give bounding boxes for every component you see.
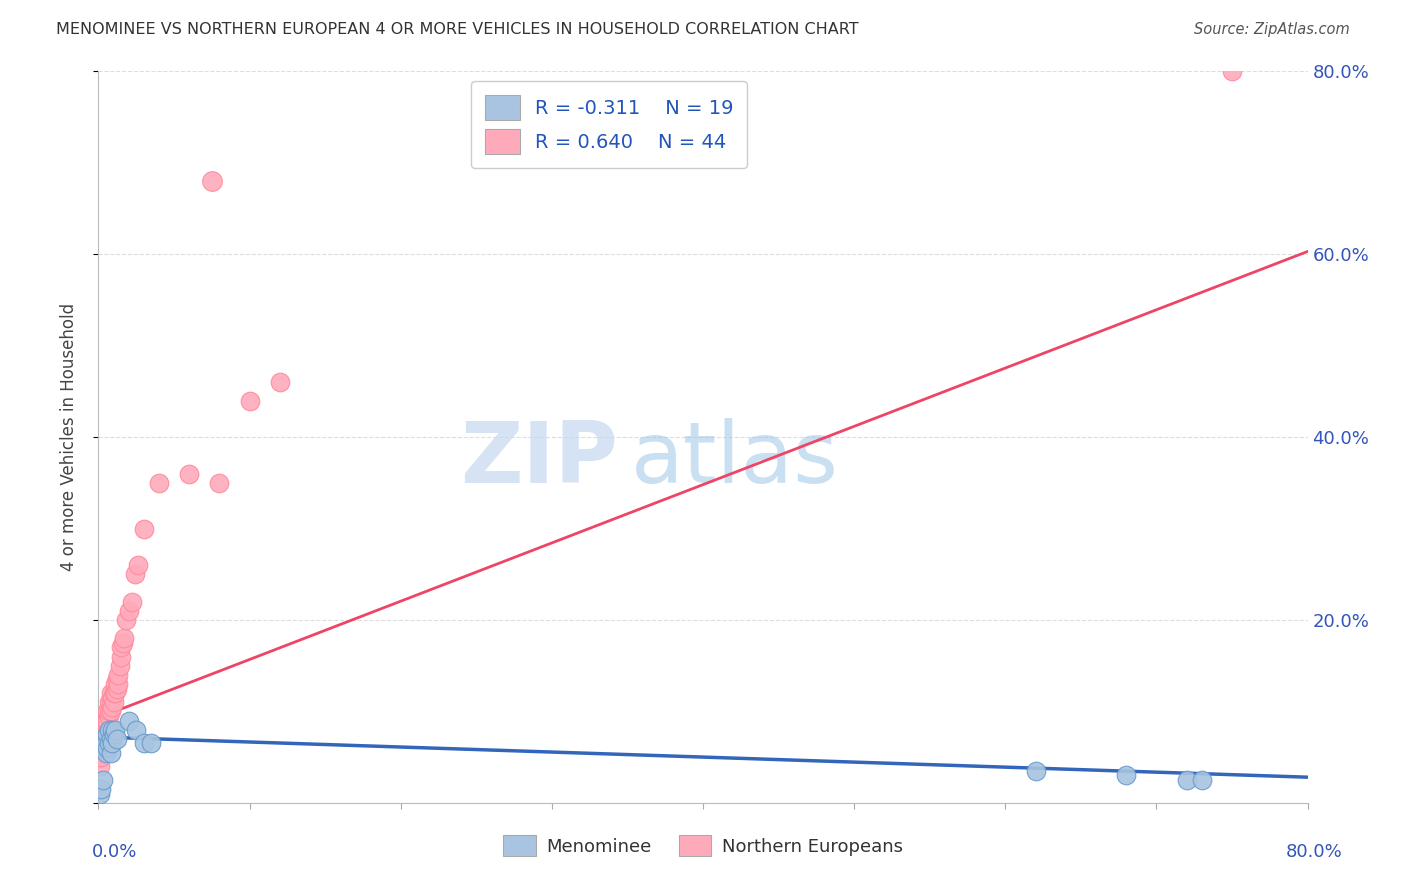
Point	[89, 787, 111, 801]
Point	[103, 727, 125, 741]
Point	[103, 695, 125, 709]
Point	[89, 759, 111, 773]
Text: ZIP: ZIP	[461, 417, 619, 500]
Point	[132, 736, 155, 750]
Point	[101, 723, 124, 737]
Point	[98, 736, 121, 750]
Point	[98, 723, 121, 737]
Point	[1191, 772, 1213, 787]
Point	[104, 723, 127, 737]
Point	[107, 667, 129, 681]
Point	[114, 613, 136, 627]
Point	[269, 375, 291, 389]
Point	[90, 782, 112, 797]
Point	[104, 677, 127, 691]
Point	[127, 558, 149, 573]
Legend: Menominee, Northern Europeans: Menominee, Northern Europeans	[492, 824, 914, 867]
Y-axis label: 4 or more Vehicles in Household: 4 or more Vehicles in Household	[59, 303, 77, 571]
Point	[100, 731, 122, 746]
Point	[208, 475, 231, 490]
Point	[93, 740, 115, 755]
Point	[1175, 772, 1198, 787]
Point	[112, 632, 135, 646]
Point	[91, 736, 114, 750]
Point	[124, 567, 146, 582]
Point	[90, 750, 112, 764]
Point	[96, 705, 118, 719]
Point	[96, 740, 118, 755]
Point	[94, 727, 117, 741]
Point	[107, 677, 129, 691]
Point	[111, 636, 134, 650]
Point	[96, 714, 118, 728]
Point	[1115, 768, 1137, 782]
Point	[100, 746, 122, 760]
Point	[100, 686, 122, 700]
Point	[100, 695, 122, 709]
Point	[132, 521, 155, 535]
Point	[121, 594, 143, 608]
Point	[141, 736, 163, 750]
Point	[100, 705, 122, 719]
Point	[96, 727, 118, 741]
Point	[105, 681, 128, 696]
Point	[91, 772, 114, 787]
Point	[105, 673, 128, 687]
Point	[98, 695, 121, 709]
Point	[94, 718, 117, 732]
Point	[179, 467, 201, 481]
Point	[148, 475, 170, 490]
Point	[118, 714, 141, 728]
Point	[105, 731, 128, 746]
Text: Source: ZipAtlas.com: Source: ZipAtlas.com	[1194, 22, 1350, 37]
Point	[93, 723, 115, 737]
Point	[91, 740, 114, 755]
Point	[98, 709, 121, 723]
Point	[104, 686, 127, 700]
Point	[101, 736, 124, 750]
Point	[118, 604, 141, 618]
Point	[125, 723, 148, 737]
Text: 80.0%: 80.0%	[1286, 843, 1343, 861]
Point	[94, 714, 117, 728]
Point	[1220, 64, 1243, 78]
Point	[103, 686, 125, 700]
Point	[101, 690, 124, 705]
Text: 0.0%: 0.0%	[91, 843, 136, 861]
Point	[110, 649, 132, 664]
Point	[1024, 764, 1046, 778]
Point	[93, 731, 115, 746]
Text: MENOMINEE VS NORTHERN EUROPEAN 4 OR MORE VEHICLES IN HOUSEHOLD CORRELATION CHART: MENOMINEE VS NORTHERN EUROPEAN 4 OR MORE…	[56, 22, 859, 37]
Point	[110, 640, 132, 655]
Point	[201, 174, 224, 188]
Point	[108, 658, 131, 673]
Point	[94, 746, 117, 760]
Point	[98, 705, 121, 719]
Point	[239, 393, 262, 408]
Text: atlas: atlas	[630, 417, 838, 500]
Point	[94, 736, 117, 750]
Point	[101, 699, 124, 714]
